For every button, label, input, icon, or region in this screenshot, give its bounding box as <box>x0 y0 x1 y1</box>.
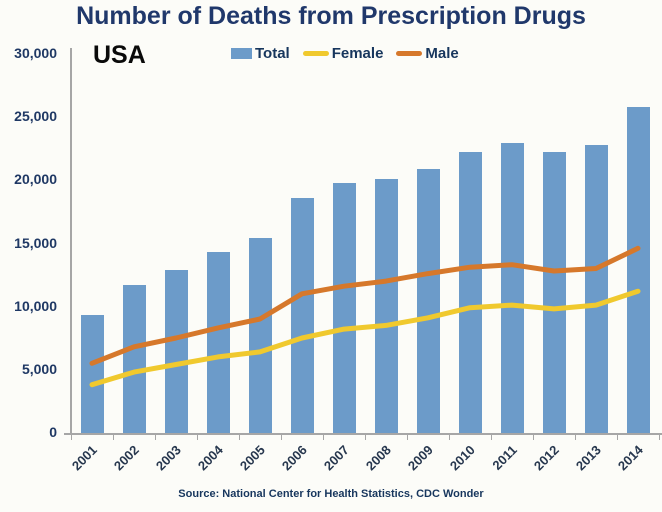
total-bar-2009 <box>416 168 440 433</box>
total-bar-2010 <box>458 152 482 433</box>
y-axis-label-0: 0 <box>49 424 57 440</box>
x-tick <box>281 435 282 440</box>
male-line <box>89 245 641 366</box>
y-axis-label-10000: 10,000 <box>14 297 57 314</box>
x-tick <box>365 435 366 440</box>
y-axis-label-15000: 15,000 <box>14 234 57 251</box>
y-axis-label-30000: 30,000 <box>14 45 57 61</box>
legend-label-total: Total <box>255 45 290 62</box>
x-tick <box>155 435 156 440</box>
y-axis-line <box>70 48 72 434</box>
page-title: Number of Deaths from Prescription Drugs <box>76 2 586 30</box>
legend-item-male: Male <box>396 45 459 62</box>
legend-label-female: Female <box>331 45 384 62</box>
total-bar-2008 <box>374 178 398 433</box>
total-bar-2006 <box>290 197 314 433</box>
total-bar-2012 <box>542 152 566 433</box>
legend-swatch-total <box>231 48 252 59</box>
region-label: USA <box>93 41 146 69</box>
x-tick <box>113 435 114 440</box>
legend-item-total: Total <box>231 46 290 61</box>
x-axis-line <box>64 433 662 435</box>
x-tick <box>449 435 450 440</box>
total-bar-2005 <box>248 238 272 433</box>
female-line <box>89 288 641 388</box>
x-tick <box>617 435 618 440</box>
source-note: Source: National Center for Health Stati… <box>178 488 484 500</box>
y-axis-label-5000: 5,000 <box>21 360 57 377</box>
x-tick <box>197 435 198 440</box>
legend-label-male: Male <box>425 45 459 62</box>
total-bar-2002 <box>122 284 146 433</box>
x-tick <box>491 435 492 440</box>
legend: Total Female Male <box>231 46 459 61</box>
x-tick <box>659 435 660 440</box>
x-tick <box>575 435 576 440</box>
y-axis-label-25000: 25,000 <box>14 108 57 125</box>
legend-item-female: Female <box>302 45 384 62</box>
total-bar-2014 <box>626 106 650 433</box>
legend-swatch-male <box>396 51 423 56</box>
legend-swatch-female <box>302 51 329 56</box>
x-tick <box>407 435 408 440</box>
total-bar-2011 <box>500 143 524 433</box>
total-bar-2003 <box>164 269 188 433</box>
x-tick <box>323 435 324 440</box>
total-bar-2001 <box>80 315 104 433</box>
x-tick <box>71 435 72 440</box>
total-bar-2013 <box>584 144 608 433</box>
x-tick <box>533 435 534 440</box>
total-bar-2007 <box>332 182 356 433</box>
total-bar-2004 <box>206 252 230 433</box>
y-axis-label-20000: 20,000 <box>14 171 57 188</box>
x-tick <box>239 435 240 440</box>
